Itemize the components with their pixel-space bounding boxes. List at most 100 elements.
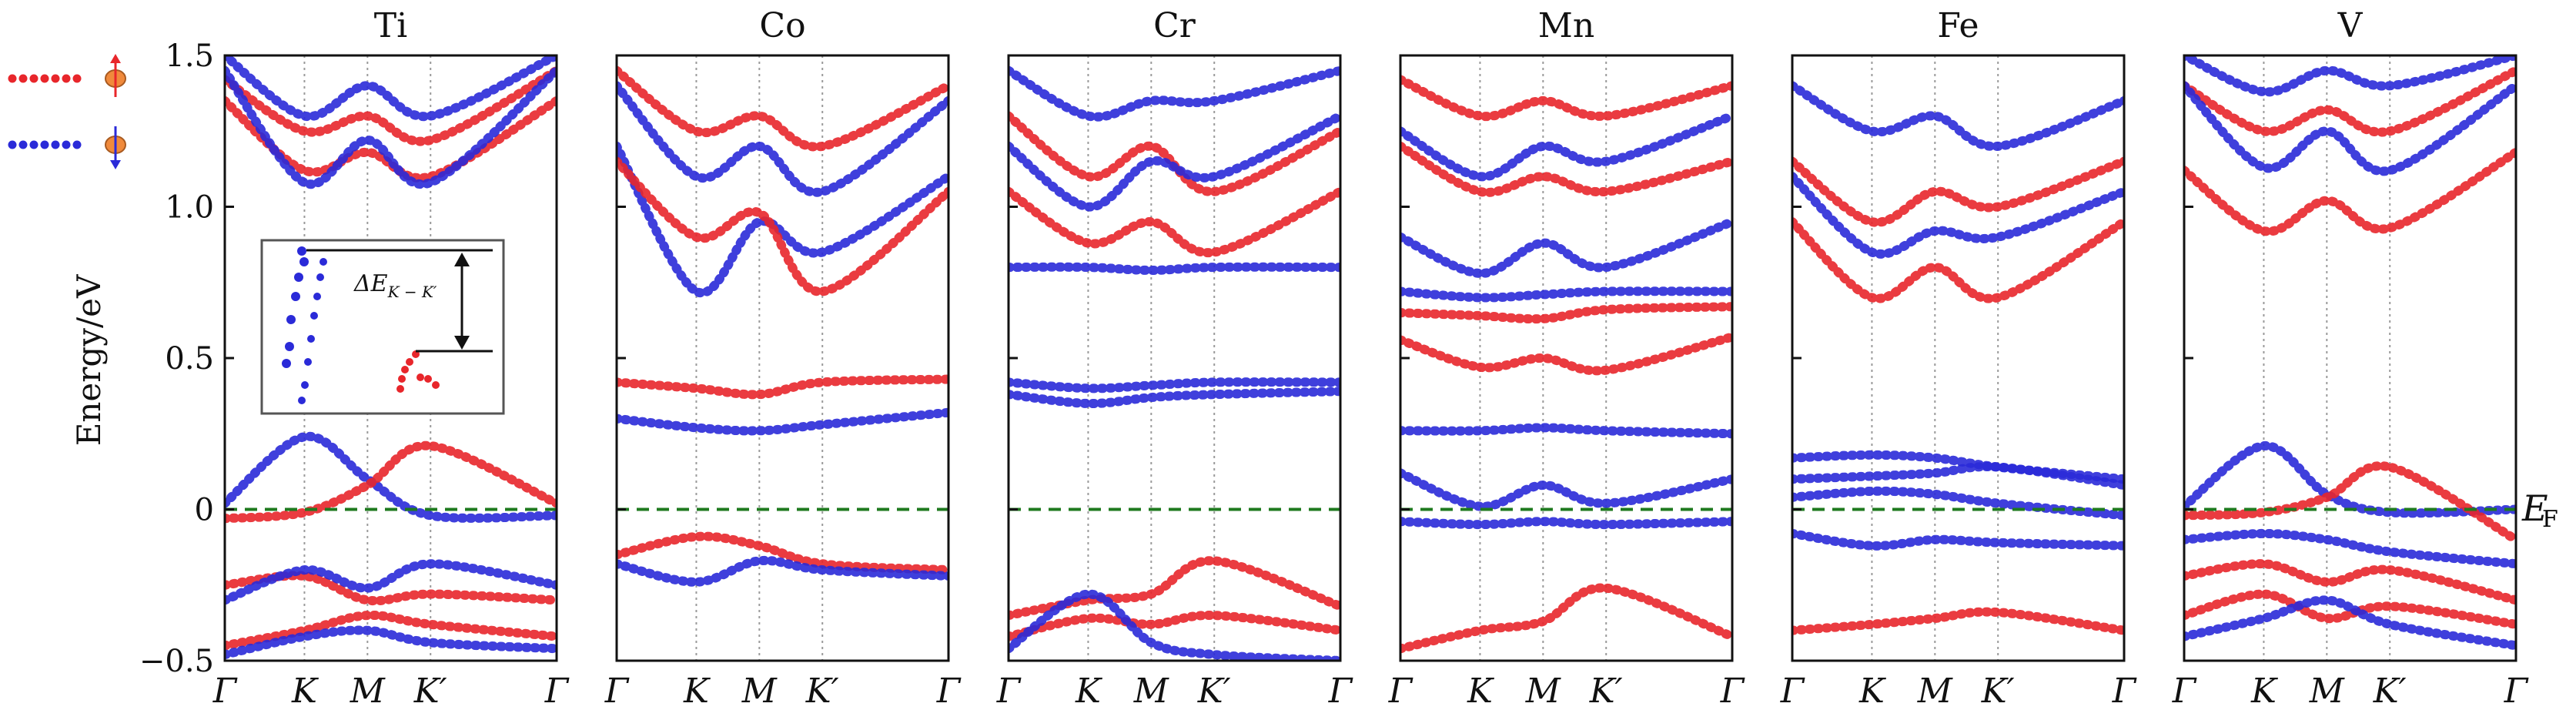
band-down-curve	[617, 407, 948, 436]
band-down-curve	[2184, 595, 2516, 651]
legend-dot	[18, 140, 28, 149]
band-down-curve	[1400, 217, 1732, 278]
arrow-down-icon	[454, 336, 470, 350]
inset-gap-label: ΔEK − K′	[353, 270, 437, 301]
kpoint-label: Γ	[936, 671, 962, 711]
kpoint-label: M	[1525, 671, 1561, 711]
band-up-curve	[1792, 607, 2124, 635]
kpoint-label: K′	[1197, 671, 1231, 711]
band-down-curve	[617, 141, 948, 298]
kpoint-label: K′	[1981, 671, 2015, 711]
kpoint-label: M	[1917, 671, 1953, 711]
band-up-curve	[225, 65, 557, 146]
y-tick-label: 0.5	[165, 341, 214, 377]
inset-spin-down-point	[298, 397, 306, 404]
fermi-label-main: E	[2521, 487, 2548, 529]
band-down-curve	[1792, 462, 2124, 491]
panel-title: V	[2337, 6, 2364, 45]
band-up-curve	[2184, 461, 2516, 544]
band-down-curve	[225, 625, 557, 660]
kpoint-label: K	[291, 671, 319, 711]
band-up-curve	[1400, 583, 1732, 654]
legend-dot	[62, 140, 71, 149]
kpoint-label: Γ	[212, 671, 238, 711]
kpoint-label: K	[1858, 671, 1886, 711]
inset-spin-down-point	[319, 258, 327, 266]
panel-cr: Cr Γ K M K′ Γ	[996, 6, 1353, 711]
kpoint-label: K′	[413, 671, 447, 711]
spin-up-arrow-icon	[105, 54, 126, 97]
kpoint-label: Γ	[1780, 671, 1805, 711]
band-up-curve	[1400, 332, 1732, 376]
kpoint-label: M	[741, 671, 778, 711]
bands	[1792, 81, 2124, 635]
inset-spin-up-point	[417, 373, 424, 381]
y-tick-label: −0.5	[139, 644, 214, 679]
band-up-curve	[2184, 589, 2516, 629]
inset-spin-down-point	[282, 359, 291, 368]
band-down-curve	[1400, 517, 1732, 530]
band-down-curve	[1009, 589, 1340, 661]
band-down-curve	[1400, 423, 1732, 439]
kpoint-label: M	[350, 671, 386, 711]
inset-spin-down-point	[304, 358, 312, 366]
y-tick-label: 0	[195, 493, 214, 528]
fermi-label-sub: F	[2542, 506, 2558, 533]
band-up-curve	[617, 65, 948, 152]
band-up-curve	[1400, 141, 1732, 197]
bands	[617, 65, 948, 587]
inset-spin-up-point	[401, 366, 409, 373]
inset-spin-down-point	[286, 315, 296, 324]
kpoint-label: K′	[1589, 671, 1623, 711]
legend-dot	[72, 140, 82, 149]
panel-v: V Γ K M K′ Γ	[2172, 6, 2529, 711]
panel-title: Fe	[1937, 6, 1979, 45]
kpoint-label: Γ	[1720, 671, 1745, 711]
legend-dot	[40, 140, 49, 149]
kpoint-label: Γ	[2172, 671, 2197, 711]
inset-spin-down-point	[307, 335, 315, 343]
panel-mn: Mn Γ K M K′ Γ	[1388, 6, 1745, 711]
bands	[225, 55, 557, 660]
band-up-curve	[1009, 186, 1340, 258]
inset-spin-down-point	[316, 273, 324, 281]
panel-frame	[1791, 54, 2126, 662]
band-up-curve	[1009, 111, 1340, 196]
gap-inset: ΔEK − K′	[260, 239, 505, 415]
band-down-curve	[1009, 387, 1340, 409]
panel-fe: Fe Γ K M K′ Γ	[1780, 6, 2137, 711]
legend-dot	[8, 140, 17, 149]
band-down-curve	[617, 81, 948, 197]
y-tick-label: 1.0	[165, 190, 214, 226]
kpoint-label: M	[1133, 671, 1169, 711]
spin-legend	[8, 54, 126, 169]
panel-title: Ti	[374, 6, 407, 45]
inset-spin-down-point	[299, 257, 309, 266]
band-down-curve	[2184, 55, 2516, 97]
panel-title: Mn	[1538, 6, 1594, 45]
band-down-curve	[225, 55, 557, 122]
band-up-curve	[225, 610, 557, 651]
bands	[2184, 55, 2516, 651]
band-down-curve	[225, 65, 557, 189]
inset-spin-up-point	[396, 385, 404, 393]
kpoint-label: K′	[2373, 671, 2407, 711]
band-down-curve	[617, 555, 948, 587]
band-down-curve	[1792, 172, 2124, 259]
panel-title: Cr	[1153, 6, 1196, 45]
band-up-curve	[2184, 65, 2516, 137]
kpoint-label: Γ	[1388, 671, 1413, 711]
band-down-curve	[225, 559, 557, 605]
legend-dot	[51, 140, 60, 149]
band-down-curve	[1009, 65, 1340, 122]
band-up-curve	[617, 531, 948, 575]
kpoint-label: K	[1075, 671, 1102, 711]
arrow-up-icon	[454, 253, 470, 266]
band-up-curve	[617, 156, 948, 296]
inset-spin-up-point	[406, 358, 413, 366]
bands	[1400, 75, 1732, 654]
bands	[1009, 65, 1340, 661]
band-down-curve	[1792, 528, 2124, 551]
